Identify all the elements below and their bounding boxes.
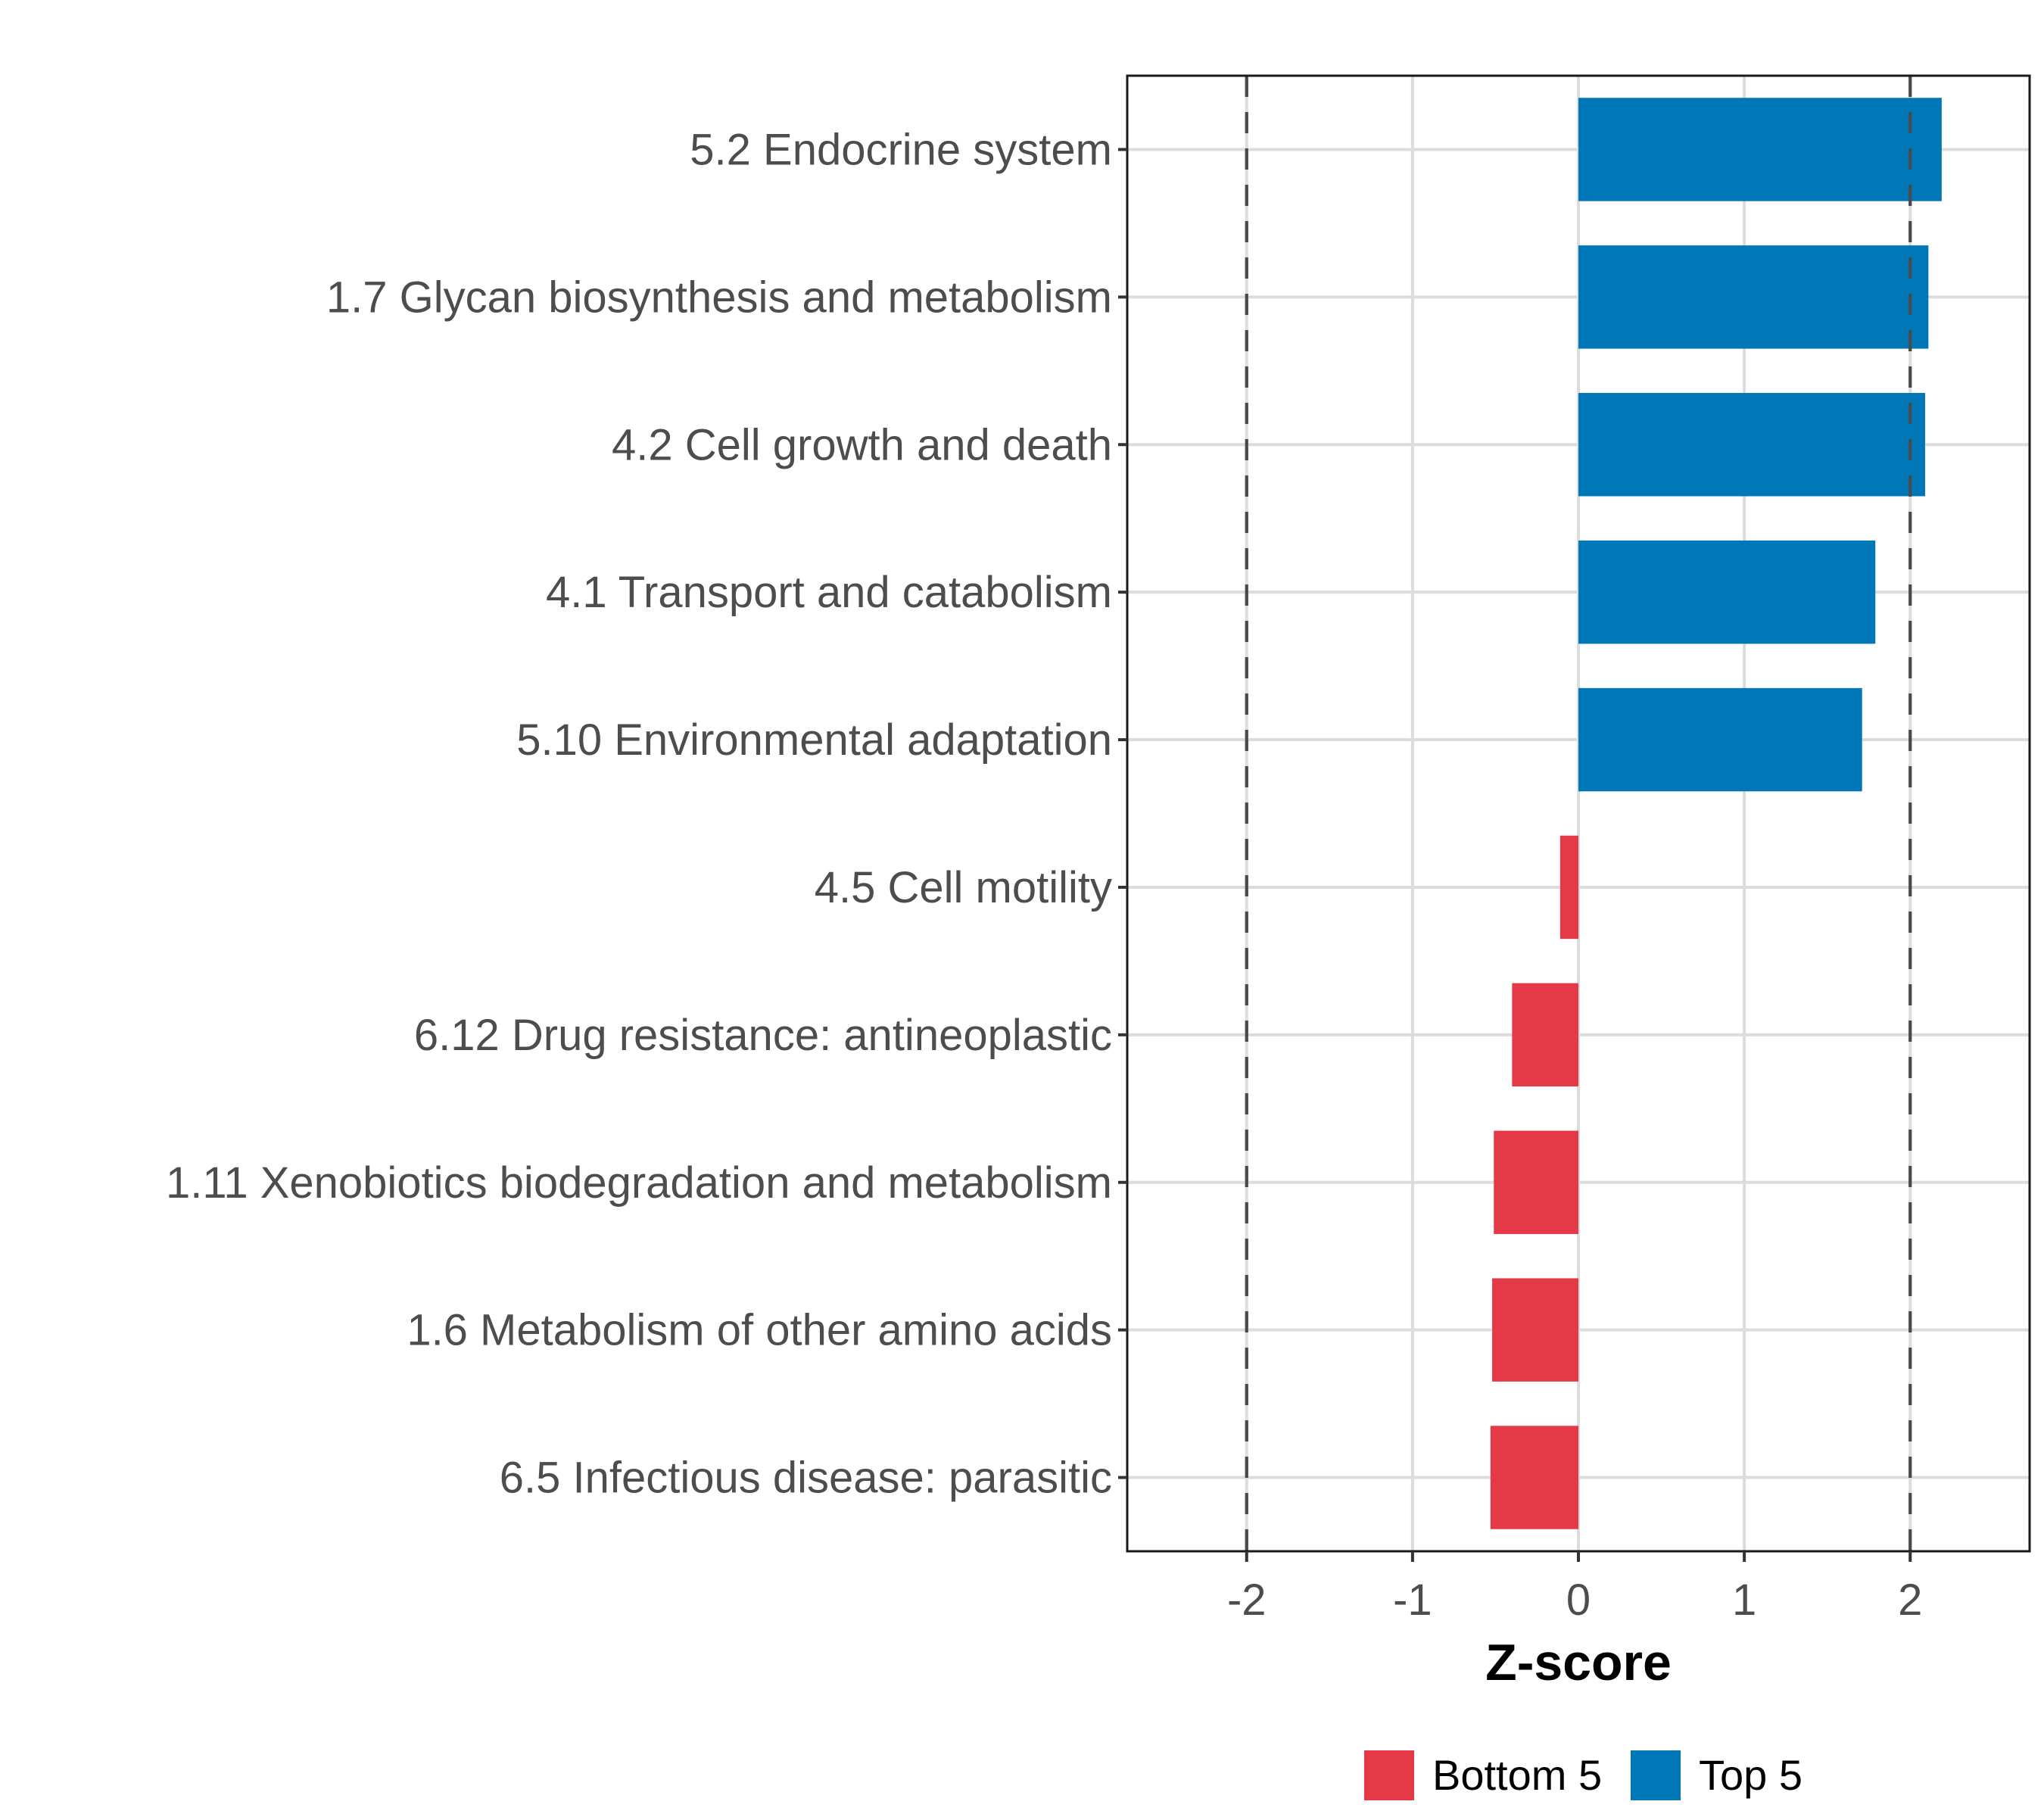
legend-label: Bottom 5 [1432,1751,1602,1799]
y-tick-label: 4.2 Cell growth and death [612,420,1112,469]
bar [1578,245,1929,349]
y-tick-label: 1.6 Metabolism of other amino acids [407,1306,1112,1355]
x-axis-title: Z-score [1485,1634,1672,1691]
y-tick-label: 4.1 Transport and catabolism [546,568,1112,617]
bar [1578,393,1925,497]
legend-label: Top 5 [1699,1751,1803,1799]
bar [1492,1278,1578,1382]
legend-swatch [1631,1750,1681,1800]
y-tick-label: 6.12 Drug resistance: antineoplastic [414,1011,1112,1060]
bar [1559,835,1578,940]
legend: Bottom 5 Top 5 [1364,1750,1803,1800]
bars [1245,76,1942,1551]
y-tick-label: 5.10 Environmental adaptation [516,715,1112,765]
y-tick-label: 4.5 Cell motility [815,863,1112,912]
bar [1578,687,1862,792]
legend-swatch [1364,1750,1414,1800]
x-axis: -2 -1 0 1 2 [1227,1551,1922,1625]
y-tick-label: 5.2 Endocrine system [690,125,1112,174]
bar [1578,98,1942,201]
legend-item: Bottom 5 [1364,1750,1602,1800]
y-tick-label: 1.7 Glycan biosynthesis and metabolism [326,273,1112,322]
legend-item: Top 5 [1631,1750,1803,1800]
bar [1494,1130,1578,1234]
bar [1578,540,1876,644]
y-axis: 5.2 Endocrine system 1.7 Glycan biosynthe… [166,125,1127,1503]
x-tick-label: -1 [1393,1575,1432,1625]
bar [1490,1426,1578,1529]
x-tick-label: 1 [1732,1575,1756,1625]
y-tick-label: 6.5 Infectious disease: parasitic [500,1454,1112,1503]
y-tick-label: 1.11 Xenobiotics biodegradation and meta… [166,1158,1112,1208]
bar [1512,983,1578,1087]
x-tick-label: -2 [1227,1575,1267,1625]
x-tick-label: 0 [1566,1575,1591,1625]
x-tick-label: 2 [1898,1575,1922,1625]
